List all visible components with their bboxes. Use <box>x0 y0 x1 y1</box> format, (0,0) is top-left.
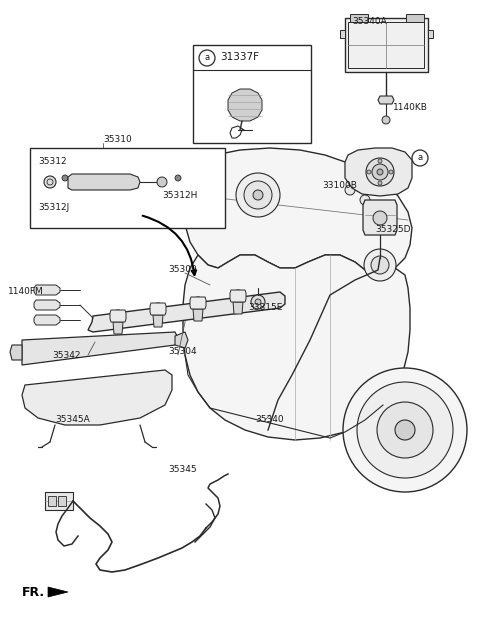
Circle shape <box>360 195 370 205</box>
Text: 35304: 35304 <box>168 347 197 357</box>
Circle shape <box>232 290 244 302</box>
Bar <box>406 14 424 22</box>
Text: 1140FM: 1140FM <box>8 287 44 296</box>
Circle shape <box>195 300 201 306</box>
Polygon shape <box>10 345 22 360</box>
Bar <box>58 496 66 506</box>
Text: a: a <box>204 53 210 62</box>
Circle shape <box>253 190 263 200</box>
Polygon shape <box>34 315 60 325</box>
Text: 35312J: 35312J <box>38 204 69 213</box>
Bar <box>348 22 424 68</box>
Text: 35325D: 35325D <box>375 226 410 235</box>
Polygon shape <box>34 285 60 295</box>
FancyArrowPatch shape <box>143 216 196 275</box>
Circle shape <box>367 170 371 174</box>
Polygon shape <box>228 89 262 121</box>
Circle shape <box>357 382 453 478</box>
Text: 35345A: 35345A <box>55 416 90 425</box>
Text: a: a <box>418 153 422 162</box>
Polygon shape <box>153 315 163 327</box>
Circle shape <box>236 173 280 217</box>
Circle shape <box>255 299 261 305</box>
Circle shape <box>112 310 124 322</box>
Circle shape <box>382 116 390 124</box>
Polygon shape <box>110 310 126 322</box>
Text: 35345: 35345 <box>168 465 197 474</box>
Circle shape <box>62 175 68 181</box>
Circle shape <box>155 306 161 312</box>
Polygon shape <box>378 96 394 104</box>
Bar <box>350 14 368 22</box>
Polygon shape <box>183 255 410 440</box>
Text: 31337F: 31337F <box>220 52 259 62</box>
Text: 35312H: 35312H <box>162 191 197 201</box>
Circle shape <box>152 303 164 315</box>
Polygon shape <box>340 30 345 38</box>
Circle shape <box>251 295 265 309</box>
Circle shape <box>366 158 394 186</box>
Circle shape <box>44 176 56 188</box>
Circle shape <box>157 177 167 187</box>
Polygon shape <box>22 370 172 425</box>
Circle shape <box>412 150 428 166</box>
Polygon shape <box>193 309 203 321</box>
Polygon shape <box>22 332 178 365</box>
Circle shape <box>192 297 204 309</box>
Circle shape <box>389 170 393 174</box>
Polygon shape <box>233 302 243 314</box>
Polygon shape <box>113 322 123 334</box>
Text: 33100B: 33100B <box>322 181 357 189</box>
Circle shape <box>377 169 383 175</box>
Circle shape <box>373 211 387 225</box>
Text: 35340A: 35340A <box>352 18 387 26</box>
Circle shape <box>367 223 377 233</box>
Circle shape <box>244 181 272 209</box>
Circle shape <box>364 249 396 281</box>
Circle shape <box>371 256 389 274</box>
Polygon shape <box>48 587 68 597</box>
Text: 35340: 35340 <box>255 416 284 425</box>
Text: FR.: FR. <box>22 586 45 599</box>
Polygon shape <box>345 148 412 196</box>
Text: 33815E: 33815E <box>248 304 282 313</box>
Text: 35309: 35309 <box>168 265 197 274</box>
Polygon shape <box>230 290 246 302</box>
Bar <box>30 148 225 228</box>
Circle shape <box>345 185 355 195</box>
Circle shape <box>378 159 382 163</box>
Text: 35312: 35312 <box>38 157 67 167</box>
Polygon shape <box>345 18 428 72</box>
Text: 1140KB: 1140KB <box>393 104 428 113</box>
Polygon shape <box>185 148 412 274</box>
Polygon shape <box>175 332 188 348</box>
Circle shape <box>370 207 380 217</box>
Circle shape <box>343 368 467 492</box>
Circle shape <box>395 420 415 440</box>
Polygon shape <box>363 200 397 235</box>
Polygon shape <box>190 297 206 309</box>
Circle shape <box>378 181 382 185</box>
Circle shape <box>199 50 215 66</box>
Circle shape <box>372 164 388 180</box>
Text: 35310: 35310 <box>103 135 132 145</box>
Bar <box>48 496 56 506</box>
Bar <box>193 45 311 143</box>
Polygon shape <box>428 30 433 38</box>
Circle shape <box>115 313 121 319</box>
Text: 35342: 35342 <box>52 350 81 360</box>
Circle shape <box>235 293 241 299</box>
Circle shape <box>377 402 433 458</box>
Polygon shape <box>68 174 140 190</box>
Circle shape <box>175 175 181 181</box>
Polygon shape <box>34 300 60 310</box>
Polygon shape <box>150 303 166 315</box>
Polygon shape <box>88 292 285 332</box>
Bar <box>45 492 73 510</box>
